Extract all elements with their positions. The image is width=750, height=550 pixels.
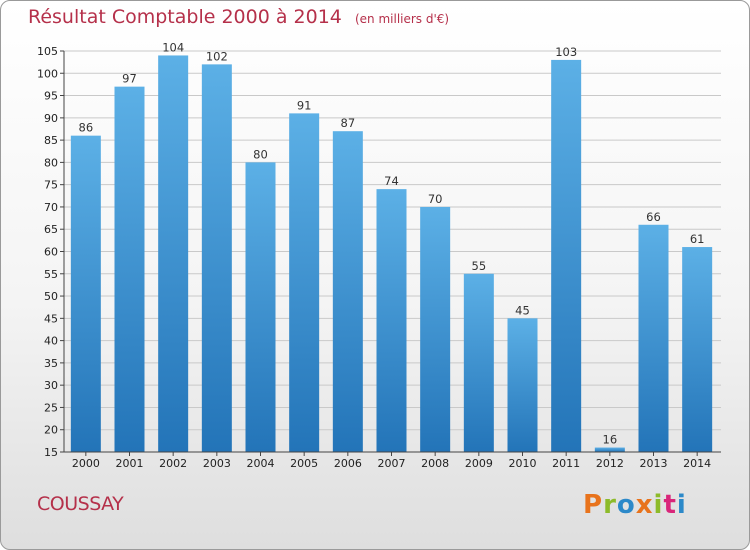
bar — [551, 59, 582, 453]
y-tick-label: 105 — [37, 45, 58, 58]
bar — [682, 247, 713, 452]
x-tick-label: 2014 — [683, 457, 711, 470]
bar-value-label: 91 — [297, 98, 312, 112]
x-tick-label: 2005 — [290, 457, 318, 470]
bar — [507, 318, 538, 452]
y-tick-label: 85 — [44, 134, 58, 147]
x-tick-label: 2001 — [116, 457, 144, 470]
bar-value-label: 97 — [122, 72, 137, 86]
y-tick-label: 55 — [44, 268, 58, 281]
y-tick-label: 35 — [44, 357, 58, 370]
bar — [70, 135, 101, 452]
x-tick-label: 2004 — [247, 457, 275, 470]
bar — [376, 189, 407, 452]
y-tick-label: 60 — [44, 246, 58, 259]
bar-value-label: 16 — [603, 433, 618, 447]
bar-value-label: 70 — [428, 192, 443, 206]
logo-letter: r — [603, 490, 617, 520]
chart-title: Résultat Comptable 2000 à 2014 (en milli… — [28, 6, 449, 28]
bars: 86 97 104 102 80 91 87 74 70 55 45 103 16 66 61 — [70, 40, 713, 453]
bar — [332, 131, 363, 452]
bar-value-label: 45 — [515, 303, 530, 317]
y-tick-label: 25 — [44, 401, 58, 414]
x-axis: 2000 2001 2002 2003 2004 2005 2006 2007 2008 2009… — [64, 451, 721, 470]
logo-letter: t — [663, 490, 677, 520]
bar — [420, 206, 451, 452]
bar — [158, 55, 189, 452]
y-tick-label: 15 — [44, 446, 58, 459]
y-tick-label: 70 — [44, 201, 58, 214]
logo-letter: x — [635, 490, 654, 520]
proxiti-logo[interactable]: Proxiti — [583, 490, 687, 520]
x-tick-label: 2008 — [421, 457, 449, 470]
bar-value-label: 61 — [690, 232, 705, 246]
bar-value-label: 80 — [253, 147, 268, 161]
bar-value-label: 104 — [162, 40, 184, 54]
bar-value-label: 87 — [341, 116, 356, 130]
y-tick-label: 75 — [44, 179, 58, 192]
bar — [594, 447, 625, 452]
x-tick-label: 2000 — [72, 457, 100, 470]
chart-title-unit: (en milliers d'€) — [354, 12, 450, 26]
y-tick-label: 80 — [44, 156, 58, 169]
bar — [463, 273, 494, 452]
bar-value-label: 103 — [555, 45, 577, 59]
bar-value-label: 55 — [472, 259, 487, 273]
x-tick-label: 2010 — [509, 457, 537, 470]
x-tick-label: 2009 — [465, 457, 493, 470]
bar — [201, 64, 232, 452]
y-tick-label: 100 — [37, 67, 58, 80]
logo-letter: i — [676, 490, 687, 520]
x-tick-label: 2002 — [159, 457, 187, 470]
y-tick-label: 45 — [44, 312, 58, 325]
logo-letter: o — [616, 490, 636, 520]
logo-letter: i — [653, 490, 664, 520]
bar — [245, 162, 276, 452]
bar — [638, 224, 669, 452]
x-tick-label: 2007 — [378, 457, 406, 470]
bar-value-label: 86 — [79, 121, 94, 135]
x-tick-label: 2011 — [552, 457, 580, 470]
bar — [114, 86, 145, 453]
x-tick-label: 2003 — [203, 457, 231, 470]
y-tick-label: 65 — [44, 223, 58, 236]
x-tick-label: 2006 — [334, 457, 362, 470]
y-tick-label: 95 — [44, 90, 58, 103]
y-tick-label: 90 — [44, 112, 58, 125]
y-axis: 15 20 25 30 35 40 45 50 55 60 65 70 75 80 85 90 95 100 105 — [37, 45, 65, 459]
y-tick-label: 50 — [44, 290, 58, 303]
chart-title-main: Résultat Comptable 2000 à 2014 — [28, 6, 342, 28]
y-tick-label: 20 — [44, 424, 58, 437]
logo-letter: P — [583, 490, 604, 520]
x-tick-label: 2013 — [640, 457, 668, 470]
y-tick-label: 40 — [44, 335, 58, 348]
bar — [289, 113, 320, 452]
bar-value-label: 74 — [384, 174, 399, 188]
x-tick-label: 2012 — [596, 457, 624, 470]
bar-value-label: 102 — [206, 49, 228, 63]
commune-name: COUSSAY — [37, 493, 124, 515]
bar-value-label: 66 — [646, 210, 661, 224]
y-tick-label: 30 — [44, 379, 58, 392]
